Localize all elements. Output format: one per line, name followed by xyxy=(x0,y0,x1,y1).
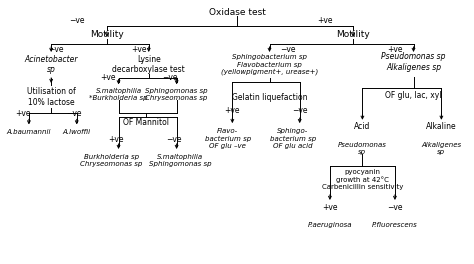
Text: Pseudomonas
sp: Pseudomonas sp xyxy=(338,142,387,155)
Text: A.baumannii: A.baumannii xyxy=(7,129,51,135)
Text: OF Mannitol: OF Mannitol xyxy=(123,119,169,128)
Text: −ve: −ve xyxy=(387,202,403,211)
Text: Acinetobacter
sp: Acinetobacter sp xyxy=(25,55,78,74)
Text: P.aeruginosa: P.aeruginosa xyxy=(308,222,352,228)
Text: Sphingomonas sp
Chryseomonas sp: Sphingomonas sp Chryseomonas sp xyxy=(146,88,208,101)
Text: Flavo-
bacterium sp
OF glu –ve: Flavo- bacterium sp OF glu –ve xyxy=(205,128,251,149)
Text: −ve: −ve xyxy=(69,16,84,25)
Text: pyocyanin
growth at 42°C
Carbenicillin sensitivity: pyocyanin growth at 42°C Carbenicillin s… xyxy=(322,169,403,190)
Text: +ve: +ve xyxy=(132,45,147,54)
Text: S.maltophilia
*Burkholderia sp: S.maltophilia *Burkholderia sp xyxy=(89,88,148,101)
Text: Lysine
decarboxylase test: Lysine decarboxylase test xyxy=(112,55,185,74)
Text: +ve: +ve xyxy=(109,135,124,144)
Text: Gelatin liquefaction: Gelatin liquefaction xyxy=(232,93,307,102)
Text: Alkaline: Alkaline xyxy=(426,122,457,131)
Text: Utilisation of
10% lactose: Utilisation of 10% lactose xyxy=(27,87,75,107)
Text: Alkaligenes
sp: Alkaligenes sp xyxy=(421,142,462,155)
Text: Motility: Motility xyxy=(90,30,124,40)
Text: Sphingobacterium sp
Flavobacterium sp
(yellowpigment+, urease+): Sphingobacterium sp Flavobacterium sp (y… xyxy=(221,54,318,75)
Text: +ve: +ve xyxy=(16,109,31,118)
Text: +ve: +ve xyxy=(322,202,337,211)
Text: Motility: Motility xyxy=(336,30,370,40)
Text: P.fluorescens: P.fluorescens xyxy=(372,222,418,228)
Text: Sphingo-
bacterium sp
OF glu acid: Sphingo- bacterium sp OF glu acid xyxy=(270,128,316,149)
Text: +ve: +ve xyxy=(387,45,403,54)
Text: OF glu, lac, xyl: OF glu, lac, xyl xyxy=(385,91,442,100)
Text: −ve: −ve xyxy=(66,109,81,118)
Text: −ve: −ve xyxy=(292,106,308,115)
Text: S.maltophilia
Sphingomonas sp: S.maltophilia Sphingomonas sp xyxy=(149,154,212,167)
Text: −ve: −ve xyxy=(162,73,177,82)
Text: Pseudomonas sp
Alkaligenes sp: Pseudomonas sp Alkaligenes sp xyxy=(381,53,446,72)
Text: −ve: −ve xyxy=(280,45,296,54)
Text: Acid: Acid xyxy=(354,122,371,131)
Text: +ve: +ve xyxy=(225,106,240,115)
Text: +ve: +ve xyxy=(318,16,333,25)
Text: +ve: +ve xyxy=(100,73,116,82)
Text: A.lwoffii: A.lwoffii xyxy=(63,129,91,135)
Text: −ve: −ve xyxy=(48,45,64,54)
Text: Oxidase test: Oxidase test xyxy=(209,8,265,17)
Text: −ve: −ve xyxy=(166,135,182,144)
Text: Burkholderia sp
Chryseomonas sp: Burkholderia sp Chryseomonas sp xyxy=(81,154,143,167)
